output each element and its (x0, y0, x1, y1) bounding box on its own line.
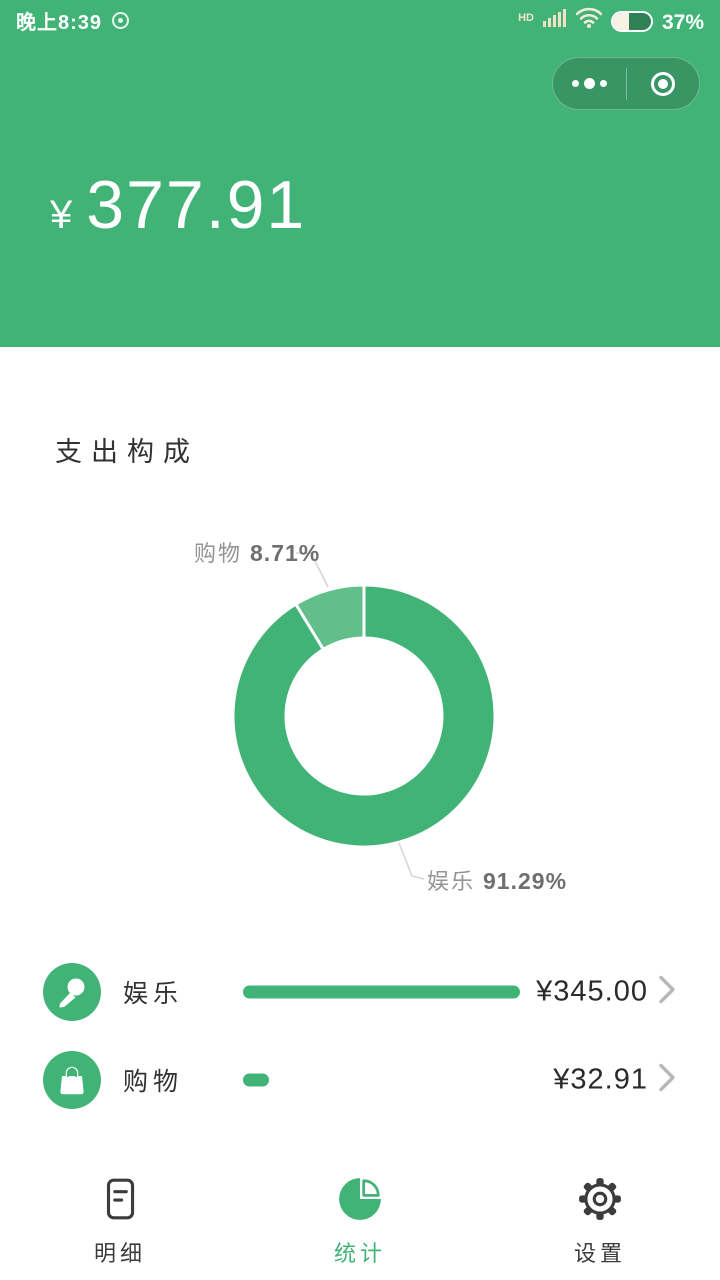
shopping-bag-icon (43, 1051, 101, 1109)
chevron-right-icon (658, 975, 676, 1010)
capsule-divider (625, 67, 627, 100)
section-title: 支出构成 (55, 437, 199, 467)
pie-chart-icon (337, 1176, 383, 1227)
total-amount: ¥ 377.91 (50, 166, 306, 244)
signal-bars-icon (542, 8, 567, 33)
header-panel: 晚上8:39 HD (0, 0, 720, 347)
hd-badge: HD (518, 12, 534, 24)
category-row-shopping[interactable]: 购物 ¥32.91 (0, 1050, 720, 1110)
wifi-icon (575, 7, 603, 33)
currency-symbol: ¥ (50, 193, 73, 237)
donut-slice-娱乐[interactable] (231, 583, 497, 849)
donut-slices[interactable] (231, 583, 497, 849)
tab-settings[interactable]: 设置 (480, 1162, 720, 1280)
exit-circle-icon[interactable] (627, 58, 700, 109)
gear-icon (577, 1176, 623, 1227)
list-document-icon (97, 1176, 143, 1227)
app-dot-icon (112, 11, 130, 29)
tab-statistics[interactable]: 统计 (240, 1162, 480, 1280)
category-amount: ¥345.00 (536, 975, 648, 1008)
battery-percent: 37% (661, 11, 704, 34)
pie-label-shopping-name: 购物 (194, 541, 243, 566)
category-bar (243, 985, 520, 999)
microphone-icon (43, 963, 101, 1021)
tab-details[interactable]: 明细 (0, 1162, 240, 1280)
tab-label: 统计 (333, 1241, 386, 1266)
more-dots-icon[interactable] (553, 58, 626, 109)
pie-label-fun-percent: 91.29% (483, 868, 568, 894)
category-bar (243, 1073, 269, 1087)
leader-line-fun (398, 842, 425, 880)
status-bar: 晚上8:39 HD (0, 0, 720, 36)
chevron-right-icon (658, 1063, 676, 1098)
category-name: 购物 (123, 1068, 184, 1096)
pie-label-fun-name: 娱乐 (427, 869, 476, 894)
tab-label: 明细 (93, 1241, 146, 1266)
category-name: 娱乐 (123, 980, 184, 1008)
tab-bar: 明细 统计 (0, 1162, 720, 1280)
pie-label-shopping: 购物 8.71% (194, 536, 320, 568)
status-time: 晚上8:39 (16, 11, 103, 34)
leader-line-shopping (296, 552, 329, 588)
battery-icon (610, 11, 653, 32)
donut-svg (231, 552, 497, 880)
pie-label-fun: 娱乐 91.29% (427, 864, 567, 896)
category-row-entertainment[interactable]: 娱乐 ¥345.00 (0, 962, 720, 1022)
expense-donut-chart: 购物 8.71% 娱乐 91.29% (180, 530, 566, 894)
donut-slice-购物[interactable] (294, 583, 366, 651)
miniprogram-capsule (552, 57, 700, 110)
tab-label: 设置 (573, 1241, 626, 1266)
pie-label-shopping-percent: 8.71% (250, 540, 321, 566)
category-amount: ¥32.91 (553, 1063, 648, 1096)
total-amount-value: 377.91 (86, 167, 307, 243)
